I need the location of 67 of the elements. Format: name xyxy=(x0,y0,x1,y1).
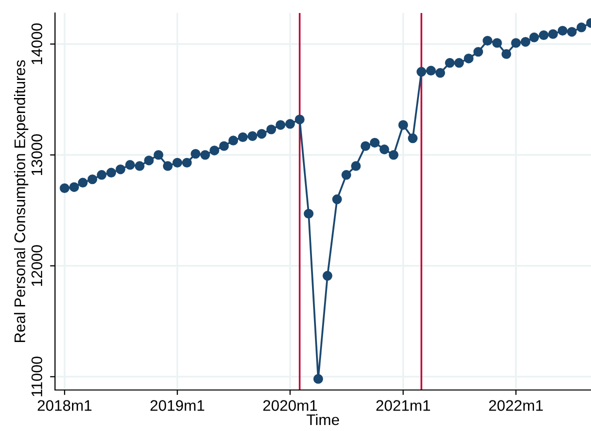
point xyxy=(464,54,474,64)
y-tick-label: 13000 xyxy=(31,134,42,176)
point xyxy=(285,119,295,129)
y-tick-label: 11000 xyxy=(31,356,42,396)
point xyxy=(379,144,390,154)
point xyxy=(60,183,70,194)
x-tick-label: 2018m1 xyxy=(38,400,92,411)
point xyxy=(304,208,314,219)
point xyxy=(172,158,182,168)
point xyxy=(190,148,200,159)
point xyxy=(426,66,436,76)
point xyxy=(370,138,380,148)
point xyxy=(332,194,342,204)
y-tick-label: 14000 xyxy=(31,23,42,64)
point xyxy=(388,150,398,160)
point xyxy=(444,58,455,68)
x-axis-title: Time xyxy=(306,414,340,426)
point xyxy=(322,270,332,281)
point xyxy=(144,156,154,166)
point xyxy=(341,170,352,180)
point xyxy=(78,178,88,188)
point xyxy=(200,150,210,160)
point xyxy=(238,132,248,142)
point xyxy=(248,131,258,141)
x-tick-label: 2021m1 xyxy=(376,400,430,411)
point xyxy=(88,174,98,184)
point xyxy=(294,114,305,124)
point xyxy=(529,32,540,42)
x-tick-label: 2020m1 xyxy=(263,400,317,411)
point xyxy=(576,22,586,32)
point xyxy=(520,36,530,47)
point xyxy=(501,49,512,59)
point xyxy=(492,38,502,48)
point xyxy=(473,46,484,57)
point xyxy=(408,133,418,144)
point xyxy=(182,158,192,168)
point xyxy=(116,164,126,174)
point xyxy=(511,38,521,48)
point xyxy=(351,161,361,171)
point xyxy=(228,136,238,146)
point xyxy=(96,170,107,180)
y-tick-label: 12000 xyxy=(31,245,42,286)
point xyxy=(313,374,324,384)
point xyxy=(360,141,370,151)
point xyxy=(266,124,276,134)
point xyxy=(154,150,164,160)
point xyxy=(134,161,145,171)
point xyxy=(256,129,267,139)
point xyxy=(566,26,577,37)
point xyxy=(398,120,408,130)
point xyxy=(219,141,229,151)
point xyxy=(435,68,446,78)
x-tick-label: 2022m1 xyxy=(489,400,543,411)
point xyxy=(416,66,426,77)
point xyxy=(106,168,116,178)
point xyxy=(69,182,80,192)
x-tick-label: 2019m1 xyxy=(150,400,204,411)
point xyxy=(538,30,549,40)
point xyxy=(162,161,173,171)
point xyxy=(454,58,464,68)
point xyxy=(210,146,220,156)
point xyxy=(276,120,286,130)
point xyxy=(125,160,135,170)
point xyxy=(482,36,492,46)
point xyxy=(558,26,568,36)
point xyxy=(548,29,558,39)
y-axis-title: Real Personal Consumption Expenditures xyxy=(14,60,28,342)
